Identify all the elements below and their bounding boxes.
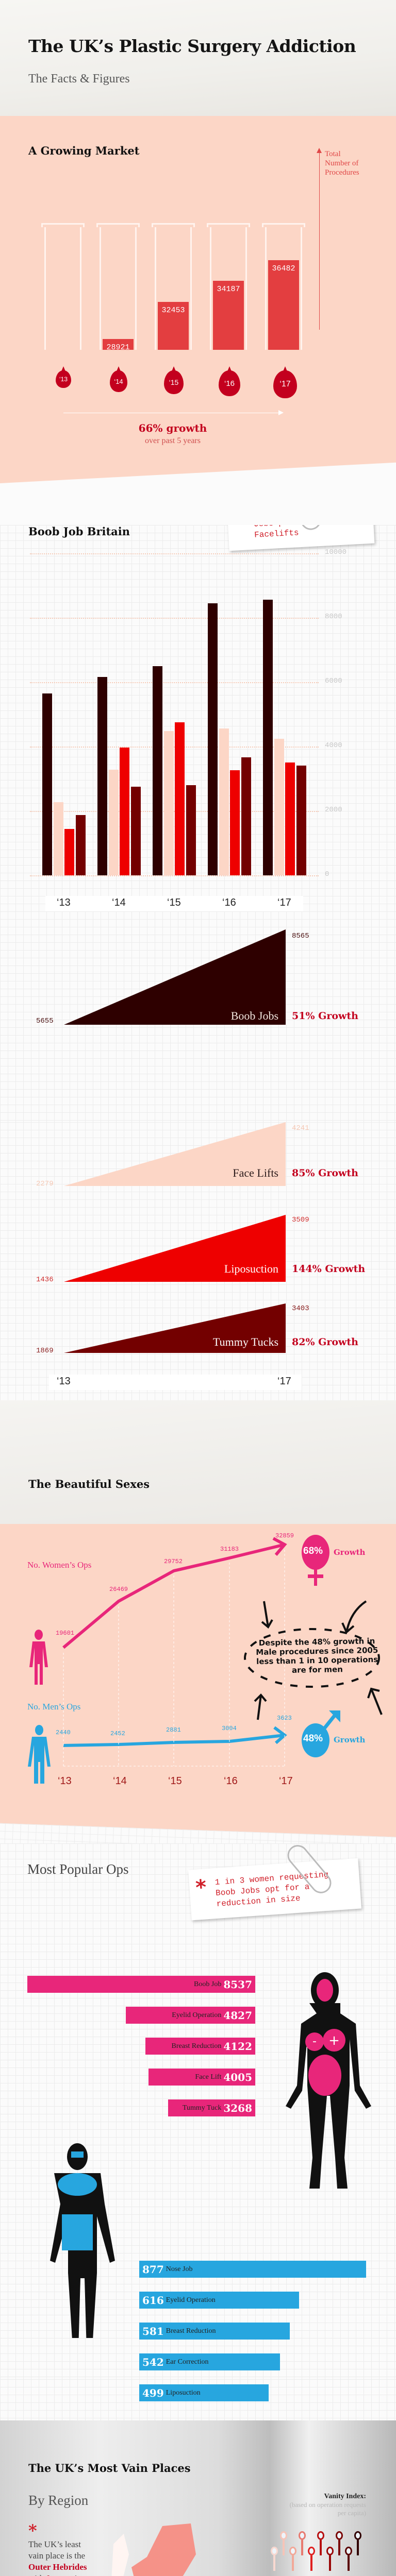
female-symbol-icon — [302, 1535, 329, 1586]
least-vain-note: The UK’s least vain place is the Outer H… — [28, 2539, 87, 2576]
arrow-right-icon — [278, 410, 284, 415]
female-figure-icon — [29, 1630, 48, 1685]
section-title: Most Popular Ops — [27, 1861, 129, 1877]
men-label: No. Men’s Ops — [27, 1702, 81, 1711]
asterisk-icon: * — [28, 2521, 37, 2540]
male-body-icon — [50, 2143, 115, 2338]
section-title: Boob Job Britain — [28, 525, 130, 538]
year-drop-2016: ‘16 — [219, 366, 240, 396]
arrow-up-icon — [317, 148, 322, 153]
growth-sub: over past 5 years — [145, 436, 201, 445]
men-bar-nose-job: 877 Nose Job — [139, 2261, 366, 2278]
women-label: No. Women’s Ops — [27, 1560, 92, 1570]
axis-line — [319, 152, 320, 330]
sexes-line-chart — [28, 1535, 383, 1784]
bar-2015 — [158, 302, 189, 350]
year-drop-2017: ‘17 — [273, 366, 297, 398]
by-region-heading: By Region — [28, 2493, 89, 2508]
bar-2016 — [213, 281, 244, 350]
asterisk-icon: * — [194, 1875, 207, 1900]
year-drop-2013: ‘13 — [56, 366, 71, 388]
axis-label: Total Number of Procedures — [325, 150, 359, 177]
men-bar-eyelid: 616 Eyelid Operation — [139, 2292, 299, 2309]
women-bar-boob-job: Boob Job 8537 — [27, 1976, 255, 1993]
year-drop-2014: ‘14 — [110, 366, 127, 392]
women-bar-eyelid: Eyelid Operation 4827 — [126, 2007, 255, 2024]
trend-section: 2279 4241 Face Lifts 85% Growth 1436 350… — [0, 1122, 396, 1524]
male-figure-icon — [28, 1725, 51, 1784]
boob-job-britain-section: Boob Job Britain * Twice as many Boob Jo… — [0, 525, 396, 1123]
men-bar-breast-reduction: 581 Breast Reduction — [139, 2323, 290, 2340]
female-body-icon: - + — [286, 1972, 371, 2189]
vanity-index-legend: Vanity Index: (based on operation reques… — [289, 2493, 366, 2517]
svg-text:-: - — [312, 2035, 317, 2048]
header: The UK’s Plastic Surgery Addiction The F… — [0, 0, 396, 116]
men-bar-ear-correction: 542 Ear Correction — [139, 2353, 280, 2370]
vain-places-section: The UK’s Most Vain Places By Region * Th… — [0, 2420, 396, 2576]
growing-market-section: A Growing Market Total Number of Procedu… — [0, 116, 396, 350]
bar-2014 — [103, 339, 134, 350]
section-title: The Beautiful Sexes — [28, 1478, 150, 1490]
page-subtitle: The Facts & Figures — [28, 72, 130, 86]
vanity-mirror-scale — [268, 2531, 371, 2576]
section-title: A Growing Market — [28, 144, 140, 157]
grouped-bar-chart — [0, 525, 396, 875]
most-popular-ops-section: Most Popular Ops * 1 in 3 women requesti… — [0, 1843, 396, 2379]
men-bar-liposuction: 499 Liposuction — [139, 2384, 269, 2401]
beautiful-sexes-section: No. Women’s Ops 19601 26469 29752 31183 … — [0, 1524, 396, 1843]
uk-region-map — [111, 2523, 196, 2576]
women-bar-breast-reduction: Breast Reduction 4122 — [145, 2038, 255, 2055]
svg-text:+: + — [328, 2033, 340, 2048]
page-fold — [0, 462, 396, 525]
section-title: The UK’s Most Vain Places — [28, 2462, 191, 2475]
speech-bubble: Despite the 48% growth in Male procedure… — [256, 1636, 378, 1675]
women-bar-tummy-tuck: Tummy Tuck 3268 — [168, 2099, 255, 2116]
growth-headline: 66% growth — [138, 422, 207, 434]
male-symbol-icon — [302, 1710, 340, 1757]
year-drop-2015: ‘15 — [164, 366, 184, 394]
bar-2017 — [268, 260, 299, 350]
growing-market-footer: ‘13 ‘14 ‘15 ‘16 ‘17 66% growth over past… — [0, 350, 396, 525]
women-bar-face-lift: Face Lift 4005 — [148, 2069, 255, 2086]
sticky-note: * 1 in 3 women requesting Boob Jobs opt … — [188, 1858, 362, 1921]
page-title: The UK’s Plastic Surgery Addiction — [28, 36, 356, 56]
